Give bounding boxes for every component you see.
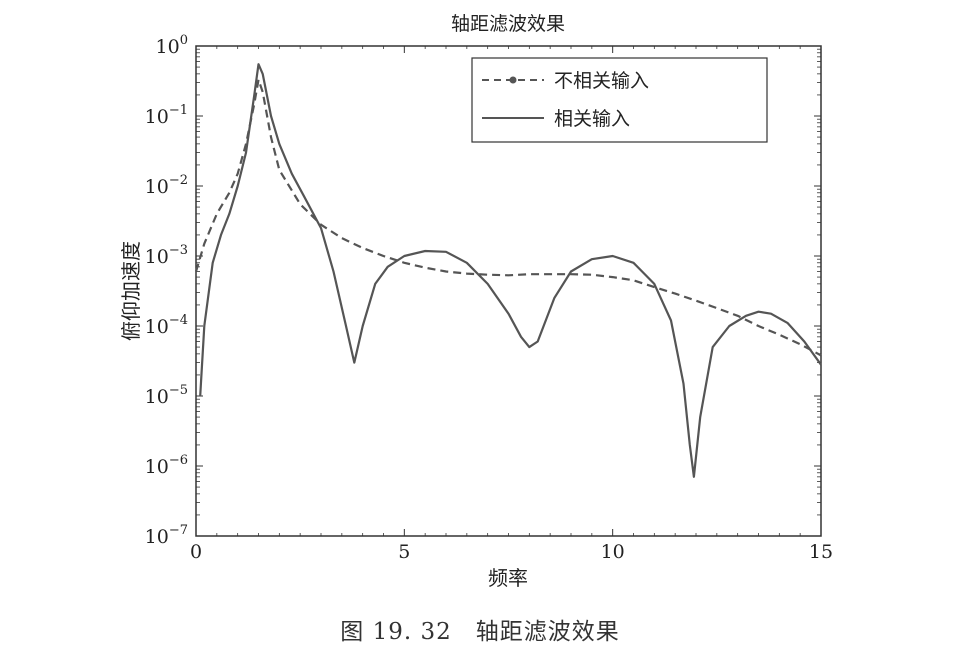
series-layer bbox=[194, 63, 822, 478]
series-line-uncorrelated bbox=[194, 78, 822, 357]
y-tick-label: 10−1 bbox=[145, 103, 188, 128]
legend: 不相关输入 相关输入 bbox=[471, 57, 768, 143]
x-tick-label: 5 bbox=[398, 541, 410, 563]
x-tick-label: 15 bbox=[809, 541, 833, 563]
y-axis-label: 俯仰加速度 bbox=[119, 241, 143, 341]
legend-marker-uncorrelated bbox=[509, 76, 517, 84]
legend-box bbox=[471, 57, 768, 143]
legend-label-uncorrelated: 不相关输入 bbox=[554, 70, 649, 92]
y-tick-label: 10−4 bbox=[145, 313, 188, 338]
legend-label-correlated: 相关输入 bbox=[554, 108, 630, 130]
y-tick-label: 100 bbox=[156, 33, 188, 58]
y-tick-label: 10−6 bbox=[145, 453, 188, 478]
x-axis-label: 频率 bbox=[488, 566, 528, 590]
chart-title: 轴距滤波效果 bbox=[451, 13, 565, 35]
y-tick-label: 10−7 bbox=[145, 523, 188, 548]
y-tick-label: 10−3 bbox=[145, 243, 188, 268]
y-tick-label: 10−5 bbox=[145, 383, 188, 408]
x-tick-label: 0 bbox=[190, 541, 202, 563]
ticks-layer: 0 5 10 15 100 10−1 10−2 10−3 10−4 10−5 10−6 10−7 bbox=[145, 33, 833, 563]
figure-caption: 图 19. 32 轴距滤波效果 bbox=[340, 619, 620, 645]
series-line-correlated bbox=[199, 63, 822, 478]
x-tick-label: 10 bbox=[601, 541, 625, 563]
y-tick-label: 10−2 bbox=[145, 173, 188, 198]
